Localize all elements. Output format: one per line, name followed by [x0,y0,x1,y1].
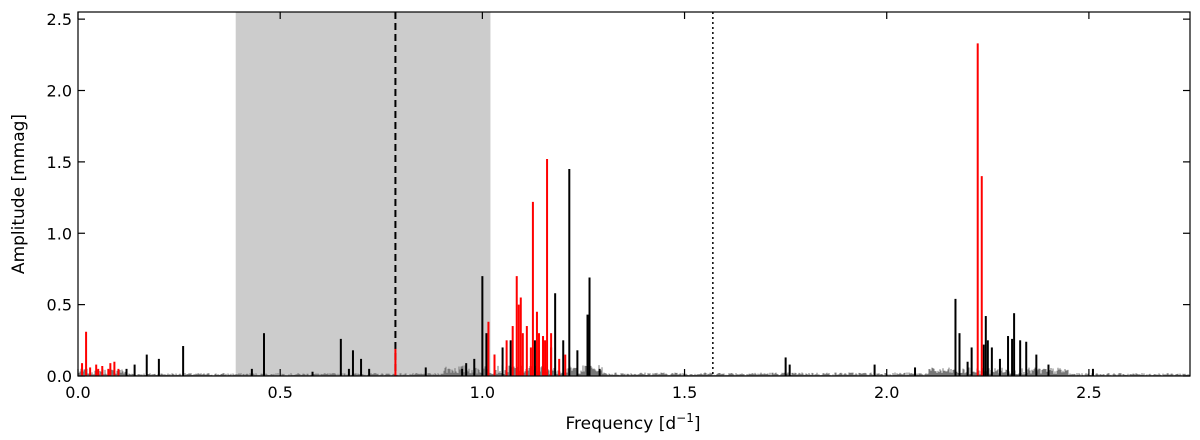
x-tick-label: 2.5 [1076,383,1101,402]
x-axis-label: Frequency [d−1] [566,411,701,434]
y-tick-label: 2.5 [47,10,72,29]
y-tick-label: 0.0 [47,367,72,386]
y-tick-label: 0.5 [47,296,72,315]
y-tick-label: 2.0 [47,82,72,101]
y-axis-label: Amplitude [mmag] [9,114,29,274]
y-tick-label: 1.5 [47,153,72,172]
x-tick-label: 1.0 [470,383,495,402]
red-peaks-layer [81,43,983,376]
ticks-layer: 0.0 0.5 1.0 1.5 2.0 2.5 0.0 0.5 1.0 1.5 2.0 2.5 [47,10,1190,402]
x-tick-label: 2.0 [874,383,899,402]
x-tick-label: 1.5 [672,383,697,402]
x-tick-label: 0.5 [267,383,292,402]
black-peaks-layer [125,169,1094,376]
y-tick-label: 1.0 [47,224,72,243]
reference-lines-layer [394,12,714,376]
plot-frame [77,11,1191,377]
shaded-band [235,12,491,376]
axes-layer [77,11,1191,377]
x-tick-label: 0.0 [65,383,90,402]
shaded-region-layer [235,12,491,376]
